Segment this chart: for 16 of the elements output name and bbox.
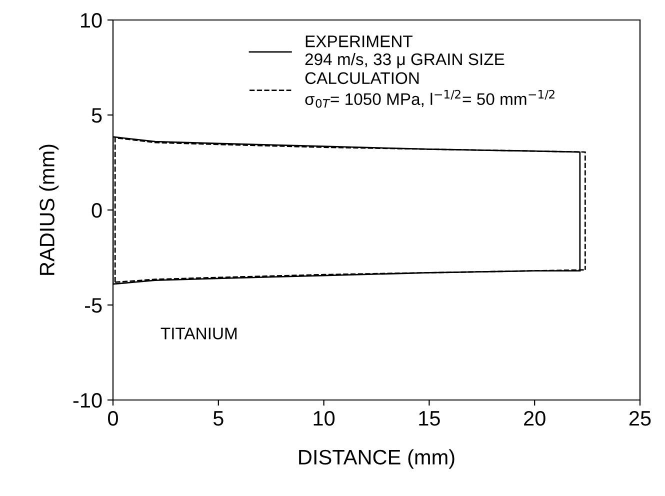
annotation: TITANIUM [160, 328, 237, 340]
x-tick-label: 10 [314, 410, 335, 426]
x-axis-title: DISTANCE (mm) [299, 449, 454, 469]
y-tick-label: 5 [92, 108, 102, 123]
x-tick-label: 0 [108, 410, 118, 426]
legend-label: CALCULATION σ$_{0T}$= 1050 MPa, l$^{−1/2}$= 50 mm$^{−1/2}$ [305, 72, 554, 108]
x-tick-label: 15 [419, 411, 440, 426]
y-tick-label: -5 [84, 298, 102, 313]
x-tick-label: 5 [213, 411, 224, 426]
y-axis-title: RADIUS (mm) [39, 144, 59, 275]
legend-label: EXPERIMENT 294 m/s, 33 μ GRAIN SIZE [305, 36, 504, 68]
x-tick-label: 20 [524, 410, 546, 426]
y-tick-label: -10 [73, 393, 102, 408]
y-tick-label: 10 [81, 13, 102, 28]
y-tick-label: 0 [92, 203, 102, 218]
x-tick-label: 25 [629, 410, 651, 426]
